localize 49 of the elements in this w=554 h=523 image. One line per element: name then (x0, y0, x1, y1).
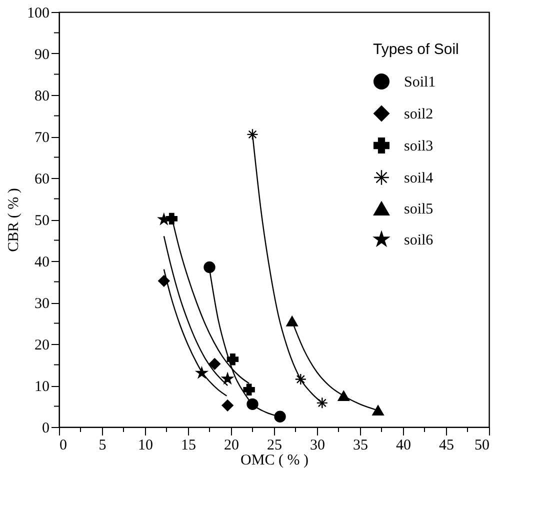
point (338, 390, 350, 402)
point (246, 398, 258, 410)
legend-label: Soil1 (404, 74, 436, 90)
y-tick-label: 30 (34, 296, 50, 312)
y-tick-label: 70 (34, 130, 50, 146)
point (196, 367, 208, 378)
y-tick-label: 40 (34, 254, 50, 270)
x-tick-label: 45 (439, 438, 454, 454)
legend-label: soil3 (404, 138, 434, 154)
y-tick-label: 60 (34, 172, 50, 188)
x-tick-label: 25 (267, 438, 282, 454)
y-tick-label: 80 (34, 88, 50, 104)
legend-label: soil4 (404, 170, 434, 186)
point (274, 410, 286, 422)
x-tick-label: 40 (396, 438, 411, 454)
x-tick-label: 35 (353, 438, 368, 454)
x-axis-title: OMC ( % ) (240, 452, 308, 468)
point (294, 373, 307, 386)
legend-label: soil6 (404, 232, 434, 248)
x-tick-label: 15 (181, 438, 196, 454)
y-tick-label: 50 (34, 213, 50, 229)
point (226, 354, 239, 366)
y-tick-label: 90 (34, 47, 50, 63)
legend-label: soil5 (404, 202, 434, 218)
x-tick-label: 20 (224, 438, 239, 454)
y-axis-title: CBR ( % ) (6, 188, 22, 252)
point (222, 400, 234, 412)
legend-title: Types of Soil (373, 41, 459, 58)
y-tick-label: 20 (34, 338, 50, 354)
point (246, 128, 258, 140)
point (316, 397, 328, 409)
point (243, 384, 255, 396)
point (166, 212, 178, 225)
x-tick-label: 0 (60, 438, 67, 454)
point (286, 316, 298, 326)
x-tick-label: 50 (474, 438, 490, 454)
x-tick-label: 30 (310, 438, 325, 454)
point (158, 214, 170, 224)
point (204, 261, 216, 274)
y-tick-label: 10 (34, 379, 50, 395)
point (222, 373, 234, 384)
point (158, 275, 170, 287)
point (372, 405, 384, 416)
x-tick-label: 10 (138, 438, 153, 454)
y-tick-label: 100 (27, 6, 50, 22)
y-tick-label: 0 (42, 420, 50, 436)
point (208, 358, 221, 370)
x-tick-label: 5 (98, 438, 106, 454)
legend-label: soil2 (404, 106, 434, 122)
